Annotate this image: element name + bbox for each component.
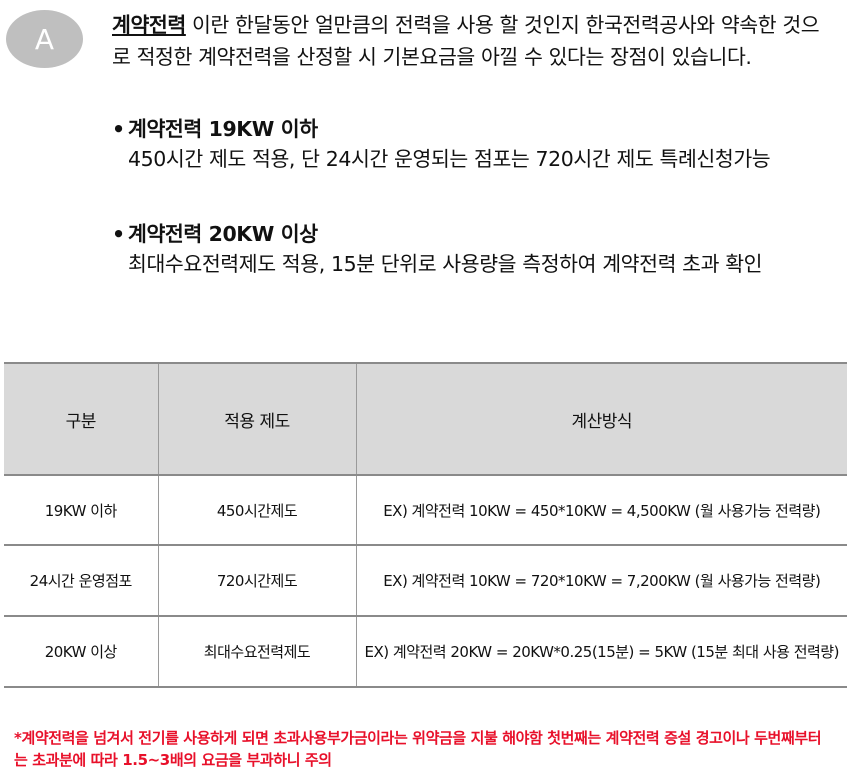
section-badge: A [6, 10, 83, 68]
bullet-desc: 450시간 제도 적용, 단 24시간 운영되는 점포는 720시간 제도 특례… [128, 147, 771, 171]
intro-text: 이란 한달동안 얼만큼의 전력을 사용 할 것인지 한국전력공사와 약속한 것으… [112, 13, 820, 69]
intro-term: 계약전력 [112, 13, 186, 37]
cell-calculation: EX) 계약전력 10KW = 720*10KW = 7,200KW (월 사용… [355, 544, 847, 617]
cell-category: 19KW 이하 [4, 474, 158, 546]
bullet-title-row: • 계약전력 20KW 이상 [112, 219, 832, 249]
bullet-title: 계약전력 19KW 이하 [128, 117, 318, 141]
table-row: 20KW 이상 최대수요전력제도 EX) 계약전력 20KW = 20KW*0.… [4, 615, 847, 688]
bullet-item: • 계약전력 19KW 이하 450시간 제도 적용, 단 24시간 운영되는 점… [112, 114, 832, 175]
bullet-title: 계약전력 20KW 이상 [128, 222, 318, 246]
bullet-item: • 계약전력 20KW 이상 최대수요전력제도 적용, 15분 단위로 사용량을 … [112, 219, 832, 280]
table-row: 24시간 운영점포 720시간제도 EX) 계약전력 10KW = 720*10… [4, 544, 847, 617]
cell-category: 20KW 이상 [4, 615, 158, 688]
contract-power-table: 구분 적용 제도 계산방식 19KW 이하 450시간제도 EX) 계약전력 1… [4, 362, 847, 688]
bullet-dot-icon: • [112, 117, 125, 141]
cell-category: 24시간 운영점포 [4, 544, 158, 617]
cell-system: 최대수요전력제도 [157, 615, 356, 688]
table-row: 19KW 이하 450시간제도 EX) 계약전력 10KW = 450*10KW… [4, 474, 847, 546]
cell-system: 720시간제도 [157, 544, 356, 617]
table-header-row: 구분 적용 제도 계산방식 [4, 362, 847, 476]
cell-calculation: EX) 계약전력 10KW = 450*10KW = 4,500KW (월 사용… [355, 474, 847, 546]
bullet-desc: 최대수요전력제도 적용, 15분 단위로 사용량을 측정하여 계약전력 초과 확… [128, 252, 763, 276]
bullet-dot-icon: • [112, 222, 125, 246]
header-category: 구분 [4, 362, 158, 476]
warning-note: *계약전력을 넘겨서 전기를 사용하게 되면 초과사용부가금이라는 위약금을 지… [14, 729, 822, 769]
cell-system: 450시간제도 [157, 474, 356, 546]
header-system: 적용 제도 [157, 362, 356, 476]
bullet-title-row: • 계약전력 19KW 이하 [112, 114, 832, 144]
intro-paragraph: 계약전력 이란 한달동안 얼만큼의 전력을 사용 할 것인지 한국전력공사와 약… [112, 9, 832, 73]
cell-calculation: EX) 계약전력 20KW = 20KW*0.25(15분) = 5KW (15… [355, 615, 847, 688]
header-calculation: 계산방식 [355, 362, 847, 476]
